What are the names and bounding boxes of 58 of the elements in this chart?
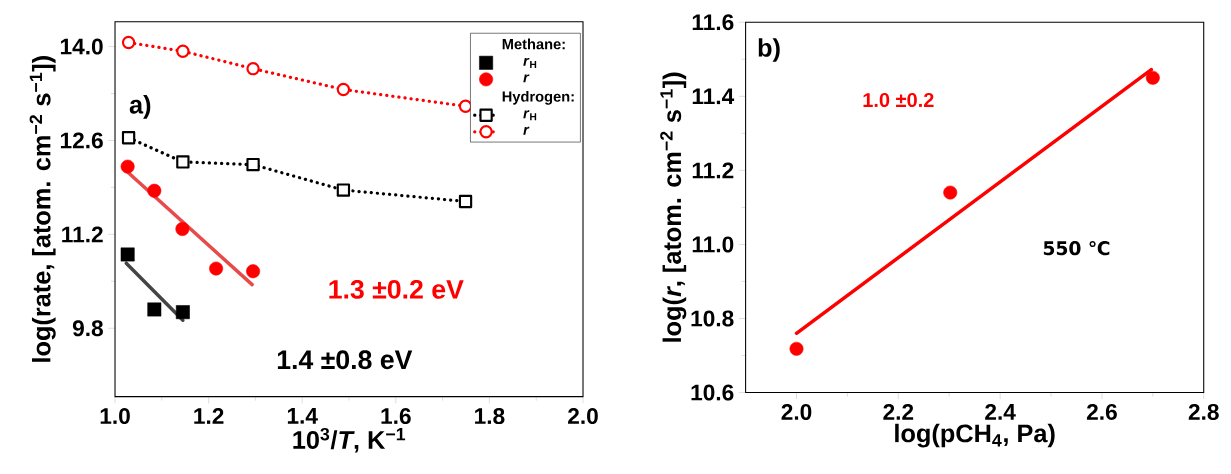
point bbox=[120, 159, 135, 174]
y-tick-label: 10.8 bbox=[691, 310, 734, 327]
legend-title: Methane: bbox=[502, 38, 565, 50]
annotation: a) bbox=[129, 95, 151, 119]
point bbox=[147, 302, 162, 317]
point bbox=[120, 247, 135, 262]
annotation: Hydrogen: bbox=[502, 90, 574, 105]
point bbox=[943, 185, 958, 200]
y-tick-label: 10.6 bbox=[691, 384, 734, 401]
x-tick-label: 1.6 bbox=[381, 408, 411, 425]
y-tick-label: 11.2 bbox=[692, 162, 734, 179]
annotation: 1.3 ±0.2 eV bbox=[329, 279, 464, 299]
x-tick-label: 2.8 bbox=[1188, 403, 1219, 420]
annotation: 550 ℃ bbox=[1043, 240, 1110, 256]
point bbox=[1145, 70, 1160, 85]
y-axis-title: log(r, [atom. cm$^{−2}$ s$^{−1}$]) bbox=[660, 72, 687, 342]
x-tick-label: 2.2 bbox=[883, 403, 914, 420]
point bbox=[121, 35, 136, 50]
y-tick-label: 9.8 bbox=[72, 320, 103, 337]
y-tick-label: 12.6 bbox=[60, 132, 103, 149]
point bbox=[176, 155, 190, 169]
y-tick-label: 11.6 bbox=[692, 14, 734, 31]
legend-label: r bbox=[523, 126, 530, 135]
point bbox=[246, 62, 260, 76]
x-axis-title: log(pCH$_{4}$, Pa) bbox=[895, 423, 1055, 448]
y-tick-label: 11.2 bbox=[62, 226, 103, 243]
x-tick-label: 2.4 bbox=[985, 403, 1016, 420]
y-axis-title: log(rate, [atom. cm$^{−2}$ s$^{−1}$]) bbox=[29, 56, 56, 362]
legend-label: r$_{H}$ bbox=[523, 57, 537, 68]
x-tick-label: 1.0 bbox=[100, 408, 130, 425]
point bbox=[458, 99, 473, 113]
annotation: 1.0 ±0.2 bbox=[863, 92, 934, 108]
x-tick-label: 2.0 bbox=[568, 408, 598, 425]
x-tick-label: 2.6 bbox=[1086, 403, 1117, 420]
point bbox=[175, 305, 190, 320]
point bbox=[336, 82, 351, 97]
point bbox=[789, 341, 804, 356]
x-tick-label: 1.4 bbox=[287, 408, 318, 424]
annotation: b) bbox=[758, 38, 780, 62]
x-axis-title: 10$^{3}$/T, K$^{−1}$ bbox=[293, 427, 406, 453]
annotation: 1.4 ±0.8 eV bbox=[277, 350, 413, 370]
point bbox=[175, 222, 190, 236]
point bbox=[147, 183, 162, 198]
point bbox=[246, 157, 260, 172]
y-tick-label: 14.0 bbox=[60, 38, 103, 55]
x-tick-label: 1.8 bbox=[475, 408, 505, 425]
point bbox=[176, 44, 190, 58]
point bbox=[246, 264, 261, 279]
legend-label: r bbox=[523, 74, 530, 83]
x-tick-label: 2.0 bbox=[781, 403, 812, 420]
y-tick-label: 11.0 bbox=[692, 236, 734, 253]
legend-label: r$_{H}$ bbox=[523, 110, 537, 121]
point bbox=[458, 194, 473, 209]
point bbox=[121, 131, 136, 145]
point bbox=[209, 261, 224, 276]
point bbox=[336, 183, 351, 197]
y-tick-label: 11.4 bbox=[692, 88, 735, 105]
x-tick-label: 1.2 bbox=[194, 408, 224, 424]
